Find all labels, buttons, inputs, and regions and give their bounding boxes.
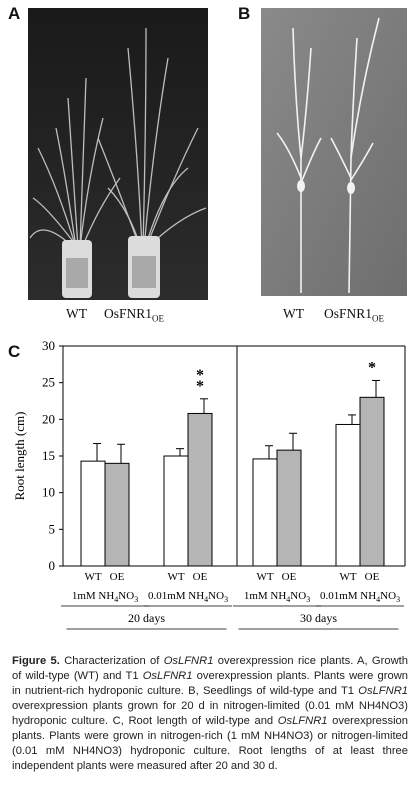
panel-b-label: B <box>238 4 251 23</box>
caption-text-5: overexpression plants. Plants were grown… <box>12 715 409 772</box>
bar <box>252 458 278 567</box>
bar <box>80 460 106 567</box>
root-length-chart: 0 5 10 15 20 25 30 Root length (cm) WT OE 1mM NH4N… <box>12 338 406 630</box>
bar-series-label: WT <box>84 571 101 583</box>
bar <box>163 455 189 567</box>
condition-label: 0.01mM NH4NO3 <box>320 590 400 604</box>
bar <box>276 449 302 567</box>
panel-c-label: C <box>8 342 21 361</box>
y-tick-label: 20 <box>42 411 55 426</box>
caption-gene-1: OsLFNR1 <box>163 655 214 667</box>
caption-gene-3: OsLFNR1 <box>358 685 409 697</box>
panel-b-wt-label: WT <box>283 306 304 321</box>
bar-series-label: WT <box>339 571 356 583</box>
y-tick-label: 10 <box>42 485 55 500</box>
bar-series-label: OE <box>282 571 297 583</box>
group-label: 20 days <box>128 611 165 625</box>
bar <box>187 412 213 567</box>
caption-text-1: Characterization of <box>64 655 160 667</box>
y-tick-label: 15 <box>42 448 55 463</box>
bar-series-label: WT <box>167 571 184 583</box>
y-tick-label: 25 <box>42 375 55 390</box>
caption-figure-number: Figure 5. <box>12 655 60 667</box>
group-label: 30 days <box>300 611 337 625</box>
condition-label: 1mM NH4NO3 <box>72 590 138 604</box>
caption-gene-2: OsLFNR1 <box>142 670 193 682</box>
condition-label: 1mM NH4NO3 <box>244 590 310 604</box>
figure-caption: Figure 5. Characterization of OsLFNR1 ov… <box>12 654 408 774</box>
y-tick-label: 30 <box>42 338 55 353</box>
bar-series-label: OE <box>193 571 208 583</box>
panel-a-wt-label: WT <box>66 306 87 321</box>
caption-gene-4: OsLFNR1 <box>277 715 328 727</box>
bar-series-label: WT <box>256 571 273 583</box>
panel-a-photo <box>28 8 208 300</box>
panel-a-oe-label: OsFNR1OE <box>104 306 165 324</box>
significance-marker: * <box>368 359 376 376</box>
caption-text-3: overexpression plants. Plants were grown… <box>12 670 409 697</box>
panel-b-oe-label: OsFNR1OE <box>324 306 385 324</box>
caption-text-2: overexpression rice plants. A, Growth of… <box>12 655 408 682</box>
caption-text-4: overexpression plants grown for 20 d in … <box>12 700 408 727</box>
bar <box>335 423 361 567</box>
bar <box>104 462 130 567</box>
bar-series-label: OE <box>365 571 380 583</box>
y-tick-label: 5 <box>49 521 56 536</box>
significance-marker: * <box>196 378 204 395</box>
significance-marker: * <box>196 367 204 384</box>
bar <box>359 396 385 567</box>
y-tick-label: 0 <box>49 558 56 573</box>
panel-a-label: A <box>8 4 21 23</box>
panel-b-photo <box>261 8 407 296</box>
bar-series-label: OE <box>110 571 125 583</box>
condition-label: 0.01mM NH4NO3 <box>148 590 228 604</box>
y-axis-label: Root length (cm) <box>12 412 27 501</box>
